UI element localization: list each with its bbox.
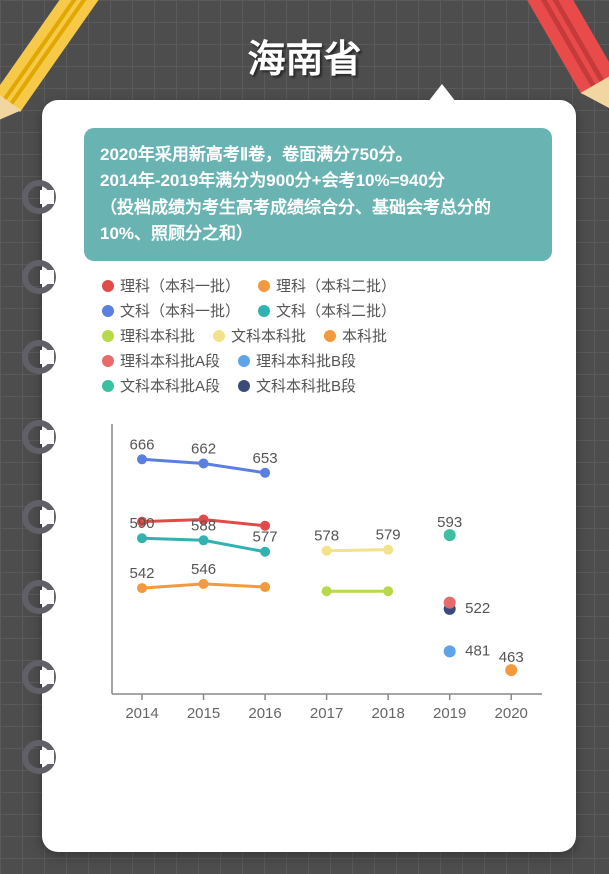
legend-item: 理科（本科二批）: [258, 275, 396, 296]
svg-text:577: 577: [253, 529, 278, 546]
svg-text:666: 666: [129, 437, 154, 454]
info-line: 2020年采用新高考Ⅱ卷，卷面满分750分。: [100, 142, 536, 168]
legend-item: 本科批: [324, 325, 387, 346]
legend-swatch: [213, 330, 225, 342]
svg-text:2016: 2016: [248, 705, 281, 722]
legend-label: 文科本科批B段: [256, 375, 356, 396]
legend-label: 文科（本科二批）: [276, 300, 396, 321]
legend-label: 文科（本科一批）: [120, 300, 240, 321]
legend-item: 文科本科批A段: [102, 375, 220, 396]
svg-text:2018: 2018: [371, 705, 404, 722]
legend-swatch: [258, 280, 270, 292]
legend-swatch: [102, 280, 114, 292]
svg-text:522: 522: [465, 600, 490, 617]
svg-text:2015: 2015: [187, 705, 220, 722]
svg-text:542: 542: [129, 565, 154, 582]
legend-item: 文科（本科一批）: [102, 300, 240, 321]
legend-swatch: [238, 380, 250, 392]
svg-text:578: 578: [314, 528, 339, 545]
legend-label: 文科本科批A段: [120, 375, 220, 396]
legend-item: 文科本科批B段: [238, 375, 356, 396]
legend-swatch: [324, 330, 336, 342]
legend-label: 理科本科批: [120, 325, 195, 346]
legend-label: 本科批: [342, 325, 387, 346]
legend-swatch: [258, 305, 270, 317]
binder-rings: [22, 180, 56, 820]
svg-text:546: 546: [191, 561, 216, 578]
svg-text:653: 653: [253, 450, 278, 467]
legend-item: 理科（本科一批）: [102, 275, 240, 296]
legend-item: 文科（本科二批）: [258, 300, 396, 321]
legend-item: 文科本科批: [213, 325, 306, 346]
chart-legend: 理科（本科一批）理科（本科二批）文科（本科一批）文科（本科二批）理科本科批文科本…: [102, 275, 552, 396]
info-line: （投档成绩为考生高考成绩综合分、基础会考总分的10%、照顾分之和）: [100, 195, 536, 248]
legend-swatch: [102, 355, 114, 367]
legend-swatch: [102, 380, 114, 392]
svg-text:579: 579: [376, 527, 401, 544]
legend-item: 理科本科批B段: [238, 350, 356, 371]
svg-text:590: 590: [129, 516, 154, 533]
svg-text:593: 593: [437, 514, 462, 531]
legend-label: 理科本科批A段: [120, 350, 220, 371]
svg-text:463: 463: [499, 649, 524, 666]
svg-text:2019: 2019: [433, 705, 466, 722]
info-box: 2020年采用新高考Ⅱ卷，卷面满分750分。 2014年-2019年满分为900…: [84, 128, 552, 261]
notebook-card: 2020年采用新高考Ⅱ卷，卷面满分750分。 2014年-2019年满分为900…: [42, 100, 576, 852]
legend-item: 理科本科批A段: [102, 350, 220, 371]
legend-swatch: [238, 355, 250, 367]
svg-text:481: 481: [465, 643, 490, 660]
info-line: 2014年-2019年满分为900分+会考10%=940分: [100, 168, 536, 194]
page-title: 海南省: [0, 0, 609, 83]
legend-swatch: [102, 305, 114, 317]
legend-label: 文科本科批: [231, 325, 306, 346]
svg-text:662: 662: [191, 441, 216, 458]
legend-item: 理科本科批: [102, 325, 195, 346]
svg-text:2020: 2020: [495, 705, 528, 722]
legend-label: 理科（本科一批）: [120, 275, 240, 296]
svg-text:588: 588: [191, 518, 216, 535]
svg-text:2014: 2014: [125, 705, 158, 722]
svg-text:2017: 2017: [310, 705, 343, 722]
score-chart: 2014 2015 2016 2017 2018 2019 2020 666 662 653 590…: [102, 414, 542, 734]
legend-label: 理科（本科二批）: [276, 275, 396, 296]
legend-label: 理科本科批B段: [256, 350, 356, 371]
legend-swatch: [102, 330, 114, 342]
